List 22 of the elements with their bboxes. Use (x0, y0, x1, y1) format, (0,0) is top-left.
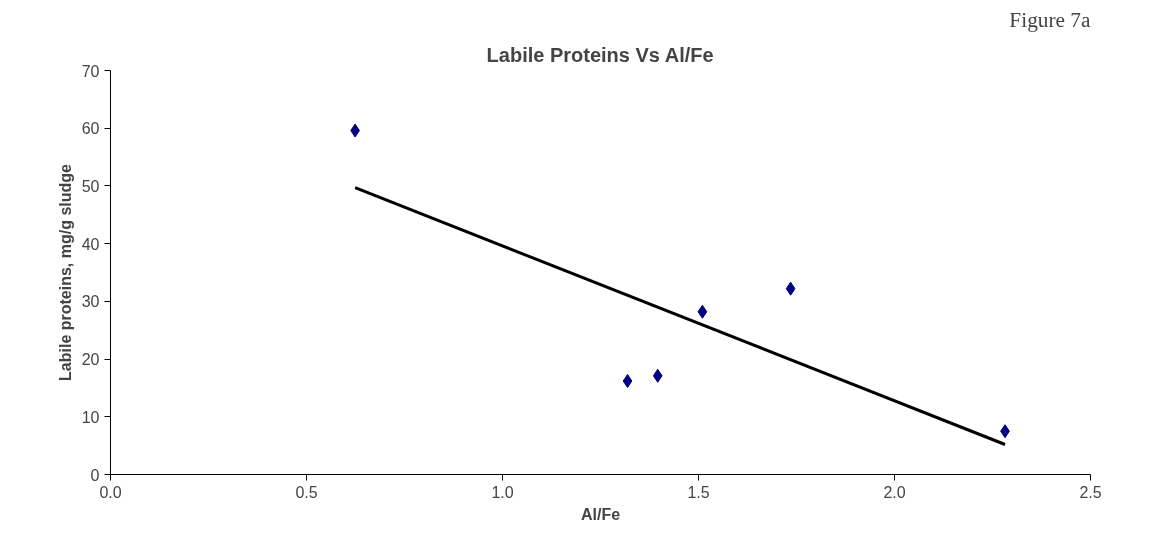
x-axis-title: Al/Fe (580, 505, 621, 523)
x-tick-label: 0.5 (295, 483, 318, 501)
y-axis-title: Labile proteins, mg/g sludge (56, 163, 74, 381)
chart-title: Labile Proteins Vs Al/Fe (486, 43, 714, 66)
caption: Figure 7a (1009, 7, 1092, 32)
point (622, 374, 633, 388)
y-tick-label: 60 (81, 120, 100, 138)
x-tick-label: 1.0 (491, 483, 514, 501)
y-tick-label: 0 (90, 466, 100, 484)
x-tick-label: 2.5 (1079, 483, 1102, 501)
y-tick-label: 40 (81, 235, 100, 253)
x-tick-label: 1.5 (687, 483, 710, 501)
y-tick-label: 70 (81, 62, 100, 80)
point (785, 281, 796, 296)
y-tick-label: 10 (81, 408, 100, 426)
x-tick-label: 0.0 (99, 483, 122, 501)
y-tick-label: 50 (81, 177, 100, 195)
point (697, 304, 708, 319)
y-tick-label: 20 (81, 351, 100, 369)
point (652, 368, 663, 383)
x-tick-label: 2.0 (883, 483, 906, 501)
y-tick-label: 30 (81, 293, 100, 311)
